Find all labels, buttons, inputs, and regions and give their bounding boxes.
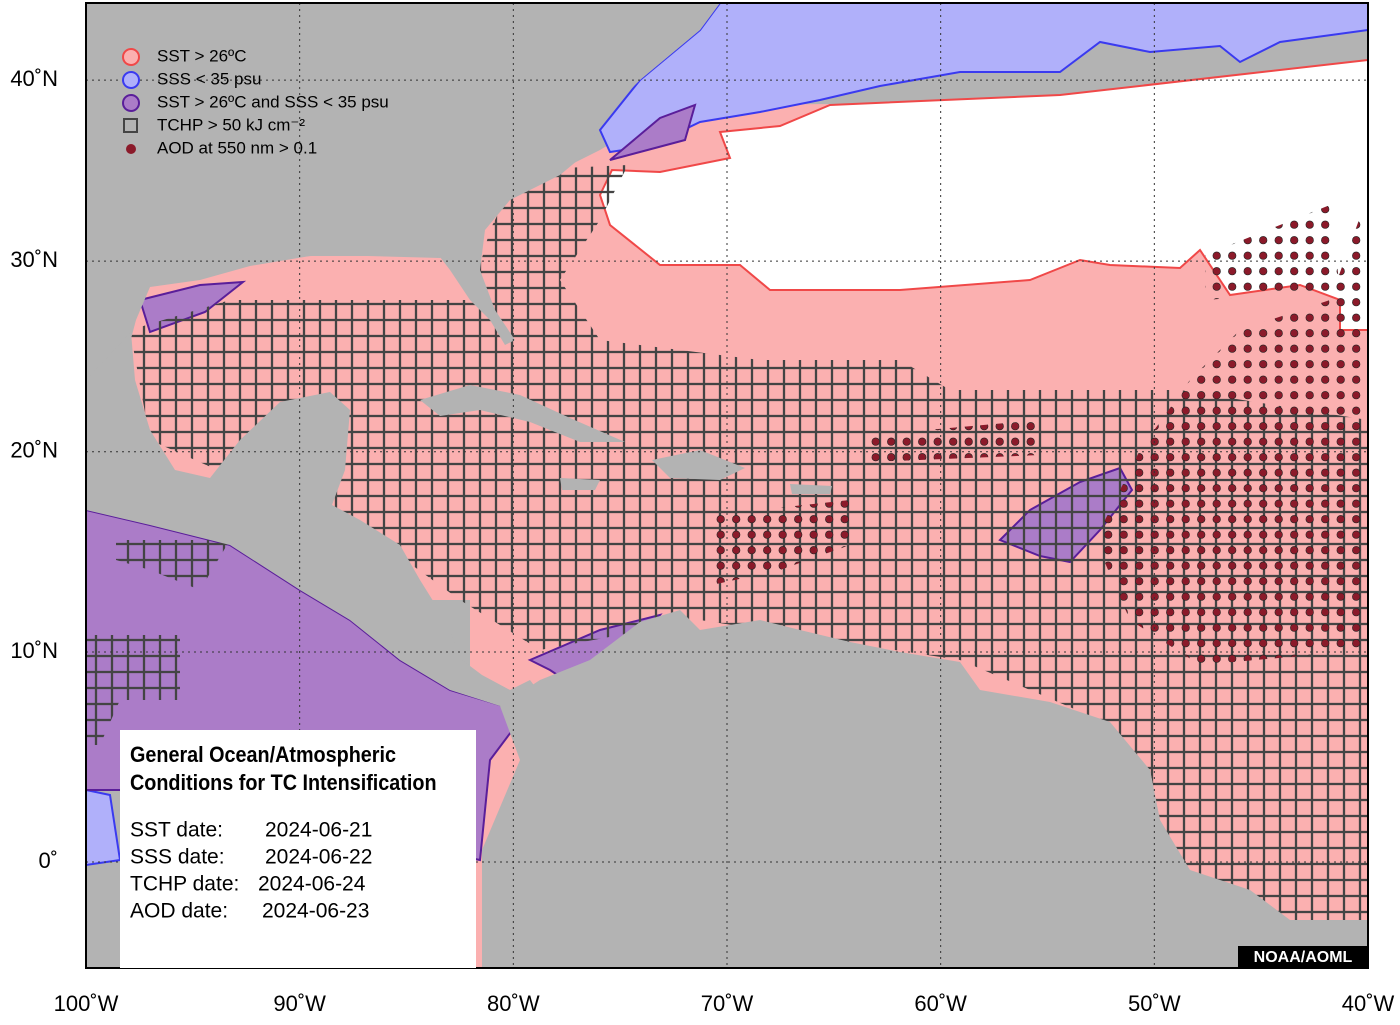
map-frame — [85, 2, 1369, 969]
legend: SST > 26ºC SSS < 35 psu SST > 26ºC and S… — [122, 46, 389, 157]
land — [482, 610, 1368, 968]
legend-label: AOD at 550 nm > 0.1 — [157, 138, 317, 157]
y-tick-label: 10˚N — [10, 638, 58, 663]
y-tick-label: 20˚N — [10, 438, 58, 463]
y-tick-label: 40˚N — [10, 66, 58, 91]
legend-label: SST > 26ºC and SSS < 35 psu — [157, 92, 389, 111]
legend-swatch — [126, 144, 136, 154]
credit-bg — [1238, 946, 1368, 968]
aod-region — [712, 500, 850, 585]
info-title: General Ocean/Atmospheric — [130, 743, 396, 767]
island — [560, 478, 600, 490]
date-label: TCHP date: — [130, 873, 239, 896]
island — [420, 385, 625, 442]
x-tick-label: 50˚W — [1128, 991, 1181, 1016]
date-label: SST date: — [130, 819, 223, 842]
aod-region — [870, 420, 1040, 462]
y-tick-label: 0˚ — [38, 848, 58, 873]
x-tick-label: 70˚W — [701, 991, 754, 1016]
x-tick-label: 90˚W — [273, 991, 326, 1016]
legend-swatch — [122, 48, 140, 66]
info-box-bg — [120, 730, 476, 968]
aod-region — [1205, 205, 1340, 300]
sss-region — [598, 3, 1368, 154]
date-label: SSS date: — [130, 846, 225, 869]
legend-swatch — [123, 118, 138, 133]
x-tick-label: 80˚W — [487, 991, 540, 1016]
credit: NOAA/AOML — [1254, 949, 1353, 966]
land — [86, 332, 545, 706]
land — [86, 3, 720, 380]
tchp-region — [116, 540, 230, 590]
legend-swatch — [122, 71, 140, 89]
date-value: 2024-06-21 — [265, 819, 372, 842]
aod-region — [1095, 195, 1368, 665]
date-value: 2024-06-23 — [262, 900, 369, 923]
legend-swatch — [122, 94, 140, 112]
info-box: General Ocean/Atmospheric Conditions for… — [120, 730, 476, 968]
legend-label: SST > 26ºC — [157, 46, 247, 65]
date-value: 2024-06-22 — [265, 846, 372, 869]
x-tick-label: 100˚W — [54, 991, 119, 1016]
overlap-region — [609, 103, 697, 161]
date-value: 2024-06-24 — [258, 873, 366, 896]
tchp-region — [86, 635, 180, 745]
x-tick-label: 60˚W — [914, 991, 967, 1016]
x-tick-label: 40˚W — [1342, 991, 1395, 1016]
island — [652, 450, 745, 480]
y-tick-label: 30˚N — [10, 247, 58, 272]
legend-label: TCHP > 50 kJ cm⁻² — [157, 115, 305, 134]
info-title: Conditions for TC Intensification — [130, 771, 437, 795]
map-area — [86, 3, 1368, 968]
legend-label: SSS < 35 psu — [157, 69, 261, 88]
date-label: AOD date: — [130, 900, 228, 923]
island — [790, 484, 832, 494]
